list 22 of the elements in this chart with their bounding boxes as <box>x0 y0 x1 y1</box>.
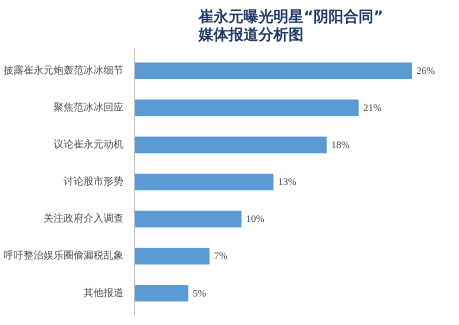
bar <box>134 136 327 154</box>
y-tick-label: 其他报道 <box>84 286 124 299</box>
data-label: 10% <box>246 214 264 226</box>
chart-title: 崔永元曝光明星“阴阳合同” 媒体报道分析图 <box>198 8 384 44</box>
bar <box>134 284 188 302</box>
y-tick-label: 关注政府介入调查 <box>44 212 124 225</box>
data-label: 7% <box>214 251 228 262</box>
data-label: 13% <box>278 177 296 188</box>
bar <box>134 210 242 228</box>
y-tick-label: 议论崔永元动机 <box>54 138 124 150</box>
data-label: 5% <box>192 288 206 300</box>
y-tick-label: 聚焦范冰冰回应 <box>54 101 124 114</box>
bar <box>134 100 359 116</box>
data-label: 21% <box>363 102 382 114</box>
data-label: 26% <box>416 66 435 77</box>
bar <box>134 62 412 80</box>
data-label: 18% <box>331 140 350 151</box>
y-tick-label: 呼吁整治娱乐圈偷漏税乱象 <box>4 250 124 262</box>
bar <box>134 174 274 190</box>
y-tick-label: 讨论股市形势 <box>64 176 124 188</box>
bar <box>134 248 210 264</box>
y-tick-label: 披露崔永元炮轰范冰冰细节 <box>4 64 124 76</box>
